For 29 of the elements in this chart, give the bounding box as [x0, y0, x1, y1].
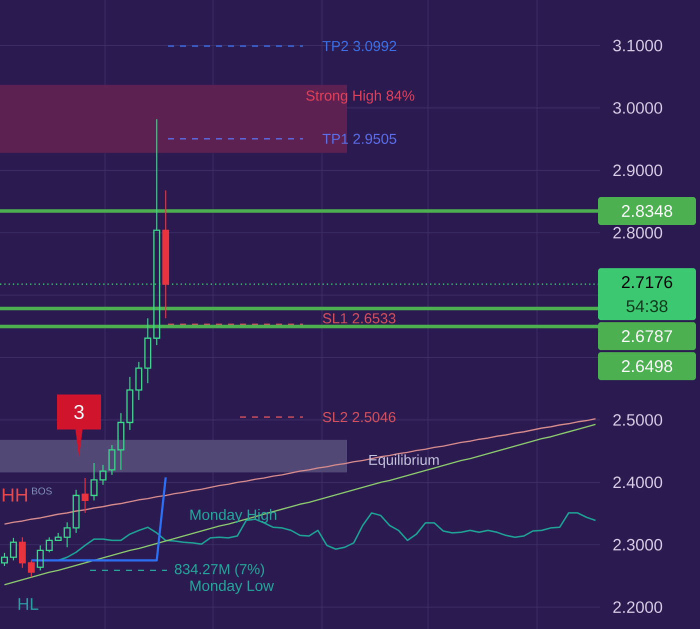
- ref-line-label: 2.6787: [622, 330, 672, 342]
- annotation: 3: [74, 404, 84, 420]
- band-label: Strong High 84%: [306, 90, 414, 104]
- y-tick-label: 2.5000: [613, 414, 662, 426]
- y-tick-label: 3.0000: [613, 102, 662, 114]
- band-label: Equilibrium: [369, 454, 439, 468]
- ref-line-label: TP2 3.0992: [322, 40, 396, 52]
- ref-line-label: 2.6498: [622, 360, 672, 372]
- candlestick: [18, 536, 26, 568]
- candlestick: [82, 477, 88, 514]
- candlestick: [117, 412, 124, 470]
- annotation: HL: [18, 598, 38, 610]
- annotation: BOS: [32, 487, 52, 495]
- annotation: HH: [2, 488, 27, 502]
- ref-line-label: 2.7176: [622, 276, 672, 288]
- text: 54:38: [626, 300, 668, 312]
- y-tick-label: 2.8000: [613, 226, 662, 239]
- y-tick-label: 3.1000: [613, 40, 662, 52]
- ref-line-label: SL1 2.6533: [322, 313, 396, 324]
- y-tick-label: 2.3000: [613, 538, 662, 551]
- annotation: Monday Low: [190, 580, 274, 594]
- y-tick-label: 2.9000: [613, 164, 662, 176]
- y-tick-label: 2.2000: [613, 601, 662, 613]
- ref-line-label: 2.8348: [622, 205, 672, 218]
- ref-line-label: TP1 2.9505: [322, 134, 396, 144]
- ref-line-label: 834.27M (7%): [174, 564, 264, 578]
- candlestick: [28, 560, 35, 578]
- y-tick-label: 2.4000: [613, 476, 662, 488]
- ref-line-label: SL2 2.5046: [322, 412, 396, 422]
